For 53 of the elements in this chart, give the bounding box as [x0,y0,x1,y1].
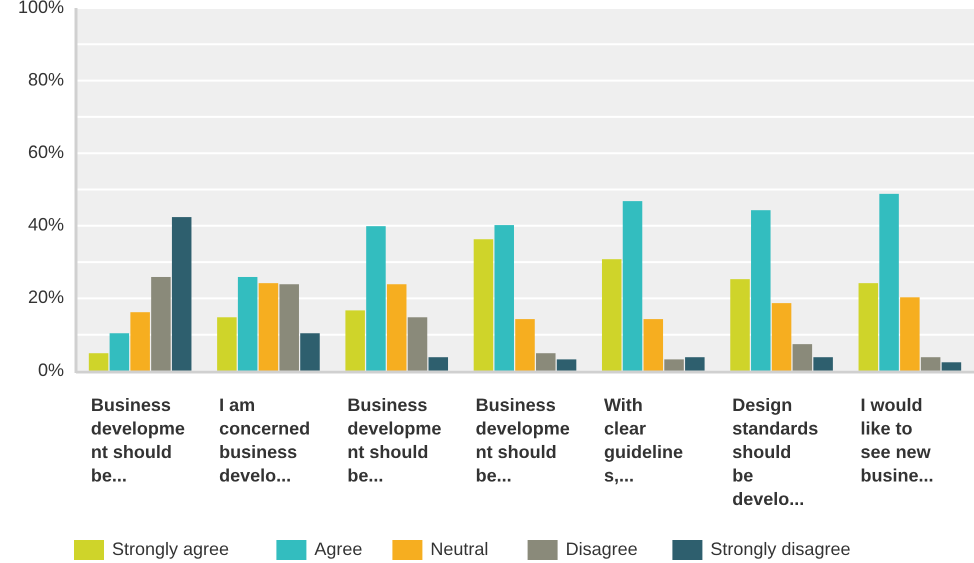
bar [279,284,299,371]
bar [300,333,320,371]
bar [238,276,258,371]
y-tick-label: 100% [18,0,64,17]
x-tick-label: I am concerned business develo... [219,395,310,486]
bar [428,357,448,371]
bar [474,239,494,371]
bar [664,359,684,371]
bar [602,259,622,371]
bar [217,317,237,371]
bar [772,303,792,371]
bar [258,283,278,371]
legend-label: Agree [314,538,362,559]
y-tick-label: 0% [38,360,64,380]
bar [408,317,428,371]
bar [751,210,771,371]
x-tick-label: Business developme nt should be... [90,395,185,486]
x-tick-label: I would like to see new busine... [860,395,934,486]
bar [942,362,962,371]
x-tick-label: Business developme nt should be... [347,395,442,486]
bar [792,344,812,371]
legend-label: Strongly disagree [710,538,850,559]
bar [879,194,899,371]
bar [685,357,705,371]
bar [345,310,365,371]
bar [130,312,150,371]
x-tick-label: With clear guideline s,... [604,395,683,486]
bar [920,357,940,371]
y-tick-label: 60% [28,142,64,162]
bar [644,319,664,371]
bar [151,276,171,371]
bar [88,353,108,371]
bar [813,357,833,371]
bar [730,279,750,371]
bar [386,284,406,371]
y-tick-label: 40% [28,214,64,235]
bar [110,333,130,371]
x-tick-label: Design standards should be develo... [732,395,818,509]
x-tick-label: Business developme nt should be... [476,395,570,486]
bar [515,319,535,371]
y-tick-label: 20% [28,287,64,308]
bar [536,353,556,371]
bar [622,201,642,371]
bar [172,217,192,371]
legend-label: Strongly agree [112,538,230,559]
legend-label: Disagree [566,538,638,559]
bar [494,225,514,371]
bar [858,283,878,371]
y-tick-label: 80% [28,69,64,90]
legend-label: Neutral [430,538,488,559]
bar [900,297,920,371]
bar [366,226,386,371]
bar [556,359,576,371]
